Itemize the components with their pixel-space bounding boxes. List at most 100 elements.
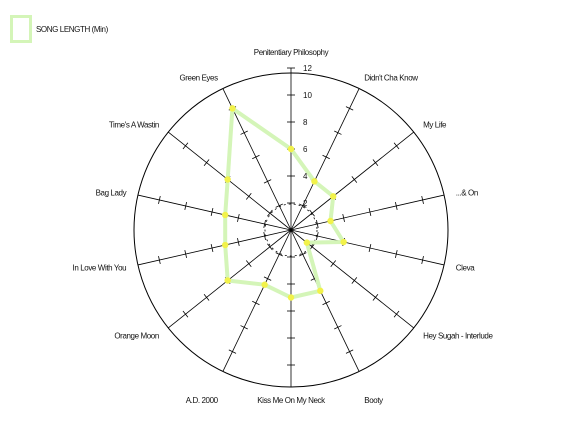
- data-point: [311, 178, 318, 185]
- data-point: [330, 193, 337, 200]
- tick-mark: [330, 260, 337, 268]
- legend: SONG LENGTH (Min): [10, 13, 108, 45]
- category-label: Time's A Wastin: [109, 121, 159, 130]
- spoke: [290, 88, 360, 231]
- tick-mark: [240, 130, 248, 135]
- radar-labels: 2 4 6 8 10 12 Penitentiary Philosophy Didn't Ch…: [73, 48, 494, 405]
- legend-swatch: [10, 15, 32, 43]
- tick-mark: [203, 293, 210, 301]
- tick-mark: [421, 256, 424, 265]
- data-point: [221, 211, 229, 219]
- spoke: [290, 229, 360, 372]
- tick-mark: [275, 252, 284, 257]
- tick-mark: [316, 220, 319, 228]
- tick-mark: [267, 209, 273, 217]
- tick-label: 6: [303, 145, 308, 154]
- category-label: Green Eyes: [179, 74, 218, 83]
- tick-mark: [316, 232, 319, 240]
- tick-mark: [252, 154, 260, 160]
- category-label: Hey Sugah - Interlude: [423, 331, 493, 340]
- tick-mark: [334, 325, 342, 330]
- tick-mark: [395, 201, 398, 210]
- tick-mark: [309, 209, 315, 217]
- spoke: [137, 194, 292, 231]
- series-line: [223, 106, 346, 300]
- tick-mark: [210, 207, 214, 216]
- category-label: Bag Lady: [96, 188, 127, 197]
- radar-grid: [133, 67, 449, 388]
- tick-mark: [345, 106, 354, 111]
- tick-mark: [322, 300, 330, 306]
- category-label: Penitentiary Philosophy: [254, 48, 329, 57]
- spoke: [290, 131, 414, 231]
- tick-mark: [184, 201, 187, 210]
- tick-mark: [237, 238, 240, 247]
- data-point: [229, 105, 236, 112]
- tick-mark: [267, 243, 273, 251]
- category-label: Orange Moon: [114, 331, 159, 340]
- spoke: [290, 229, 414, 329]
- tick-mark: [240, 325, 248, 330]
- category-label: Didn't Cha Know: [364, 74, 418, 83]
- data-point: [224, 277, 231, 284]
- tick-mark: [275, 203, 284, 208]
- tick-mark: [368, 207, 372, 216]
- tick-mark: [372, 159, 379, 167]
- tick-mark: [237, 213, 240, 222]
- tick-mark: [351, 176, 358, 183]
- data-point: [261, 281, 268, 288]
- tick-mark: [372, 293, 379, 301]
- tick-mark: [345, 349, 354, 354]
- category-label: My Life: [423, 121, 447, 130]
- tick-label: 2: [303, 199, 308, 208]
- tick-mark: [421, 195, 424, 204]
- tick-mark: [263, 179, 272, 184]
- spoke: [222, 88, 292, 231]
- category-label: In Love With You: [73, 264, 127, 273]
- data-point: [317, 287, 324, 295]
- tick-mark: [393, 310, 400, 318]
- data-point: [287, 145, 295, 153]
- category-label: Kiss Me On My Neck: [257, 396, 326, 405]
- tick-label: 12: [303, 64, 312, 73]
- tick-mark: [263, 232, 266, 240]
- data-point: [287, 294, 295, 301]
- spoke: [290, 229, 445, 266]
- tick-mark: [184, 250, 187, 259]
- tick-label: 10: [303, 91, 312, 100]
- tick-mark: [252, 300, 260, 306]
- spoke: [290, 194, 445, 231]
- tick-mark: [298, 203, 307, 208]
- category-label: Cleva: [456, 264, 475, 273]
- tick-mark: [298, 252, 307, 257]
- tick-mark: [158, 256, 161, 265]
- data-point: [224, 176, 231, 183]
- data-point: [327, 217, 334, 225]
- tick-mark: [210, 244, 214, 253]
- tick-mark: [351, 277, 358, 284]
- tick-mark: [322, 154, 330, 160]
- tick-mark: [245, 192, 252, 200]
- tick-mark: [158, 195, 161, 204]
- tick-mark: [182, 310, 189, 318]
- category-label: ...& On: [456, 188, 478, 197]
- radar-series: [221, 105, 347, 301]
- tick-mark: [334, 130, 342, 135]
- data-point: [221, 241, 229, 249]
- tick-mark: [182, 142, 189, 150]
- tick-mark: [203, 159, 210, 167]
- category-label: Booty: [364, 396, 383, 405]
- tick-mark: [368, 244, 372, 253]
- tick-mark: [245, 260, 252, 268]
- tick-mark: [342, 213, 345, 222]
- tick-label: 8: [303, 118, 308, 127]
- legend-label: SONG LENGTH (Min): [36, 24, 108, 34]
- tick-mark: [228, 349, 237, 354]
- tick-mark: [263, 276, 272, 281]
- data-point: [340, 238, 347, 246]
- category-label: A.D. 2000: [186, 396, 219, 405]
- tick-mark: [263, 220, 266, 228]
- data-point: [303, 239, 311, 246]
- tick-mark: [395, 250, 398, 259]
